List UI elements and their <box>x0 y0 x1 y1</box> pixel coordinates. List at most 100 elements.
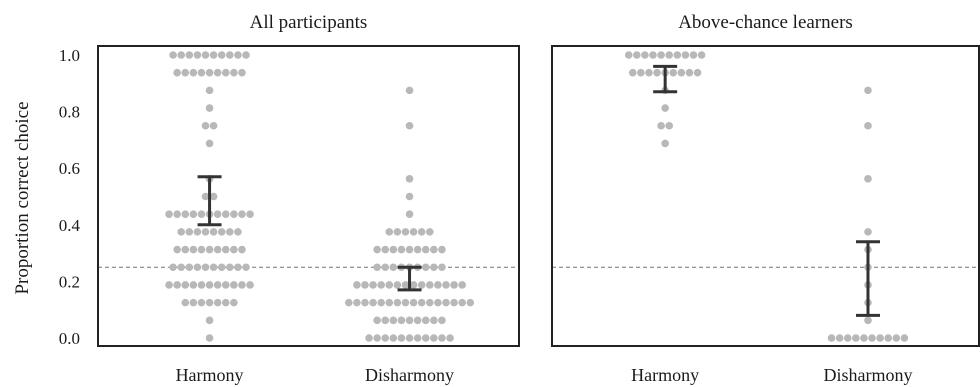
data-point <box>197 281 206 289</box>
data-point <box>413 245 422 254</box>
data-point <box>193 51 202 59</box>
data-point <box>221 298 230 307</box>
data-point <box>189 210 198 218</box>
data-point <box>389 334 398 342</box>
data-point <box>385 298 394 307</box>
data-point <box>417 281 426 289</box>
group-harmony <box>165 51 254 342</box>
data-point <box>892 334 901 342</box>
data-point <box>165 281 173 289</box>
data-point <box>197 298 206 307</box>
data-point <box>205 298 214 307</box>
data-point <box>213 68 222 77</box>
data-point <box>393 298 402 307</box>
data-point <box>665 121 674 130</box>
data-point <box>657 51 665 59</box>
data-point <box>405 192 414 201</box>
data-point <box>181 210 190 218</box>
panel-1: All participants Harmony Disharmony 0.0 0.2 0… <box>59 12 520 385</box>
data-point <box>205 139 214 148</box>
data-point <box>864 86 872 95</box>
data-point <box>185 228 194 236</box>
data-point <box>397 334 406 342</box>
data-point <box>197 210 206 218</box>
data-point <box>221 245 230 254</box>
data-point <box>173 281 181 289</box>
data-point <box>213 245 222 254</box>
data-point <box>230 68 238 77</box>
y-axis-title: Proportion correct choice <box>12 101 33 294</box>
data-point <box>226 51 234 59</box>
group-disharmony <box>827 86 909 342</box>
data-point <box>209 51 218 59</box>
y-tick-label: 0.0 <box>59 329 80 348</box>
data-point <box>213 298 222 307</box>
data-point <box>430 334 438 342</box>
data-point <box>669 68 678 77</box>
data-point <box>373 316 381 325</box>
y-tick-label: 1.0 <box>59 46 80 65</box>
data-point <box>344 298 353 307</box>
data-point <box>205 334 214 342</box>
data-point <box>361 281 369 289</box>
data-point <box>628 68 637 77</box>
data-point <box>697 51 706 59</box>
data-point <box>173 245 181 254</box>
data-point <box>876 334 884 342</box>
data-point <box>189 68 198 77</box>
data-point <box>661 104 669 112</box>
error-bar <box>855 240 880 317</box>
data-point <box>205 86 214 95</box>
data-point <box>230 210 238 218</box>
data-point <box>864 121 872 130</box>
data-point <box>405 210 414 218</box>
data-point <box>373 245 381 254</box>
data-point <box>242 263 250 272</box>
data-point <box>169 51 177 59</box>
data-point <box>213 210 222 218</box>
x-tick-label: Harmony <box>176 365 244 385</box>
data-point <box>641 51 649 59</box>
data-point <box>421 334 430 342</box>
data-point <box>693 68 702 77</box>
data-point <box>205 104 214 112</box>
data-point <box>389 245 398 254</box>
data-point <box>430 245 438 254</box>
data-point <box>189 245 198 254</box>
y-tick-label: 0.8 <box>59 103 80 122</box>
data-point <box>458 298 466 307</box>
data-point <box>246 210 254 218</box>
data-point <box>397 316 406 325</box>
data-point <box>385 281 394 289</box>
data-point <box>421 245 430 254</box>
data-point <box>226 228 234 236</box>
data-point <box>234 51 242 59</box>
data-point <box>637 68 645 77</box>
data-point <box>442 298 450 307</box>
data-point <box>860 334 868 342</box>
data-point <box>246 281 254 289</box>
data-point <box>393 228 402 236</box>
data-point <box>417 298 426 307</box>
data-point <box>393 281 402 289</box>
data-point <box>458 281 466 289</box>
data-point <box>677 68 686 77</box>
data-point <box>405 86 414 95</box>
data-point <box>884 334 893 342</box>
data-point <box>868 334 876 342</box>
data-point <box>238 68 246 77</box>
data-point <box>226 263 234 272</box>
data-point <box>381 245 390 254</box>
group-disharmony <box>344 86 475 342</box>
data-point <box>649 51 657 59</box>
x-tick-label: Disharmony <box>365 365 454 385</box>
data-point <box>397 245 406 254</box>
data-point <box>401 281 410 289</box>
data-point <box>681 51 690 59</box>
data-point <box>230 245 238 254</box>
data-point <box>205 316 214 325</box>
y-tick-label: 0.6 <box>59 159 80 178</box>
data-point <box>181 298 190 307</box>
data-point <box>450 281 458 289</box>
data-point <box>238 210 246 218</box>
